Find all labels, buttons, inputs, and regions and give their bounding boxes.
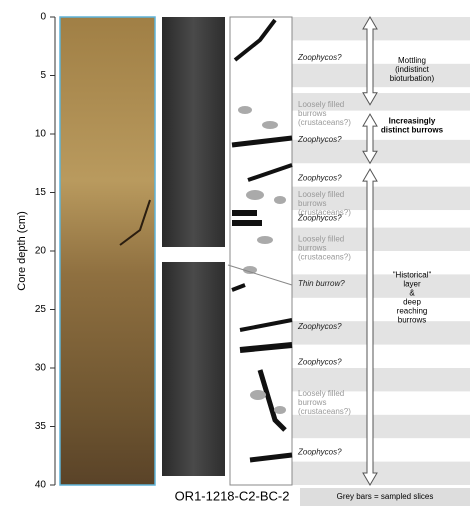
- zone-arrow: [362, 113, 378, 165]
- zone-label: deep: [403, 297, 421, 306]
- y-tick-label: 0: [40, 12, 46, 23]
- annotation: (crustaceans?): [298, 208, 351, 217]
- annotation: Zoophycos?: [297, 447, 342, 456]
- y-tick-label: 30: [35, 363, 47, 374]
- annotation: Loosely filled: [298, 190, 344, 199]
- y-tick-label: 5: [40, 70, 46, 81]
- burrow-drawing: [231, 18, 293, 463]
- legend-box: [300, 488, 470, 506]
- core-photo: [59, 16, 156, 486]
- annotation: Zoophycos?: [297, 174, 342, 183]
- y-tick-label: 25: [35, 304, 47, 315]
- zone-label: Mottling: [398, 56, 426, 65]
- zone-arrow: [362, 168, 378, 486]
- sampled-slice: [292, 321, 470, 345]
- zone-label: "Historical": [393, 270, 432, 279]
- sampled-slice: [292, 93, 470, 111]
- y-tick-label: 10: [35, 129, 47, 140]
- annotation: Zoophycos?: [297, 357, 342, 366]
- thin-burrow: [227, 264, 293, 286]
- interpretation-panel: [229, 16, 293, 486]
- sampled-slice: [292, 274, 470, 298]
- annotation: burrows: [298, 109, 326, 118]
- zone-label: &: [409, 288, 415, 297]
- annotation: Thin burrow?: [298, 279, 345, 288]
- y-tick-label: 40: [35, 480, 47, 491]
- zone-label: layer: [403, 279, 421, 288]
- zone-label: burrows: [398, 315, 426, 324]
- annotation: Zoophycos?: [297, 53, 342, 62]
- annotation: Zoophycos?: [297, 213, 342, 222]
- annotation: Loosely filled: [298, 234, 344, 243]
- filled-burrows: [238, 106, 286, 414]
- y-tick-label: 15: [35, 187, 47, 198]
- annotation: Loosely filled: [298, 100, 344, 109]
- xray-lower: [162, 262, 225, 476]
- sampled-slice: [292, 414, 470, 439]
- y-axis-label: Core depth (cm): [16, 211, 28, 290]
- annotation: Zoophycos?: [297, 322, 342, 331]
- legend-text: Grey bars = sampled slices: [337, 492, 434, 501]
- sampled-slice: [292, 63, 470, 88]
- zone-label: reaching: [397, 306, 428, 315]
- sampled-slice: [292, 227, 470, 251]
- annotation: burrows: [298, 398, 326, 407]
- zone-label: (indistinct: [395, 65, 430, 74]
- core-label: OR1-1218-C2-BC-2: [175, 488, 290, 503]
- annotation: (crustaceans?): [298, 252, 351, 261]
- crack: [119, 199, 151, 246]
- annotation: (crustaceans?): [298, 118, 351, 127]
- sampled-slice: [292, 139, 470, 164]
- annotation: burrows: [298, 243, 326, 252]
- zone-label: distinct burrows: [381, 125, 444, 134]
- y-tick-label: 35: [35, 421, 47, 432]
- y-tick-label: 20: [35, 246, 47, 257]
- annotation: Loosely filled: [298, 389, 344, 398]
- annotation: burrows: [298, 199, 326, 208]
- xray-upper: [162, 17, 225, 247]
- sampled-slice: [292, 17, 470, 41]
- zone-label: Increasingly: [389, 116, 436, 125]
- annotation: (crustaceans?): [298, 407, 351, 416]
- zone-arrow: [362, 16, 378, 106]
- sampled-slice: [292, 186, 470, 211]
- annotation: Zoophycos?: [297, 135, 342, 144]
- sampled-slice: [292, 461, 470, 485]
- zone-label: bioturbation): [390, 74, 435, 83]
- sampled-slice: [292, 368, 470, 392]
